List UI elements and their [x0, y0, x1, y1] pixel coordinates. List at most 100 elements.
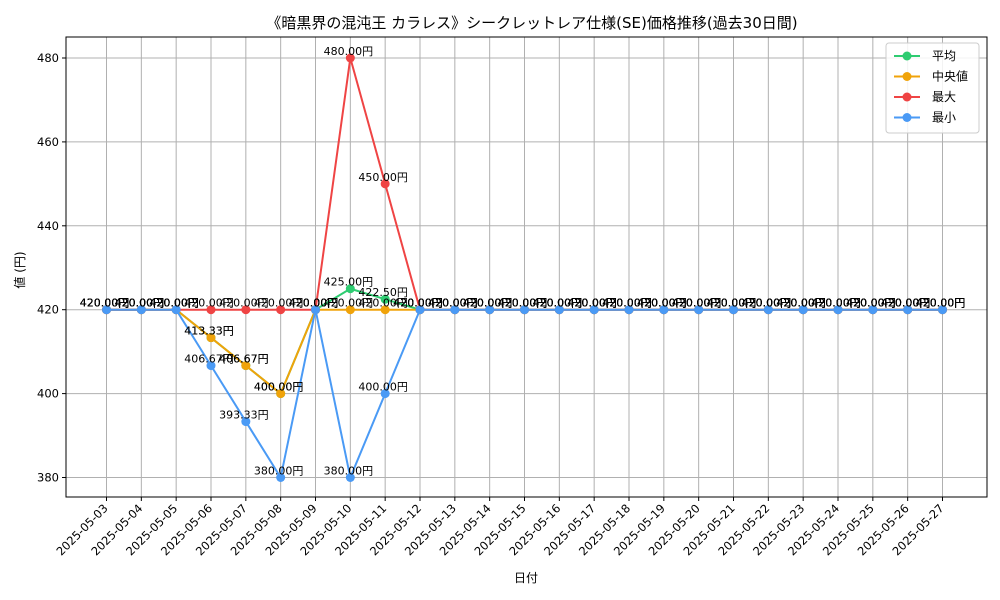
data-label: 420.00円 — [776, 297, 826, 310]
data-label: 420.00円 — [254, 297, 304, 310]
data-point — [206, 361, 216, 371]
data-label: 420.00円 — [707, 297, 757, 310]
data-label: 406.67円 — [219, 353, 269, 366]
data-label: 420.00円 — [637, 297, 687, 310]
data-point — [345, 305, 355, 315]
data-label: 420.00円 — [428, 297, 478, 310]
y-tick-label: 400 — [37, 387, 59, 401]
data-label: 420.00円 — [881, 297, 931, 310]
data-label: 420.00円 — [498, 297, 548, 310]
data-label: 420.00円 — [533, 297, 583, 310]
data-label: 380.00円 — [324, 465, 374, 478]
data-label: 420.00円 — [602, 297, 652, 310]
data-label: 420.00円 — [602, 297, 652, 310]
data-label: 420.00円 — [567, 297, 617, 310]
data-point — [311, 305, 320, 315]
data-point — [833, 305, 843, 315]
y-tick-label: 480 — [37, 51, 59, 65]
data-label: 420.00円 — [463, 297, 513, 310]
data-point — [276, 473, 286, 482]
data-point — [206, 333, 216, 343]
y-tick-label: 460 — [37, 135, 59, 149]
data-label: 400.00円 — [358, 381, 408, 394]
data-label: 420.00円 — [811, 297, 861, 310]
data-point — [136, 305, 146, 315]
data-label: 420.00円 — [324, 297, 374, 310]
data-point — [485, 305, 495, 315]
data-label: 420.00円 — [149, 297, 199, 310]
data-label: 420.00円 — [742, 297, 792, 310]
series-4 — [102, 305, 947, 482]
data-point — [380, 294, 390, 304]
data-label: 420.00円 — [463, 297, 513, 310]
data-label: 420.00円 — [707, 297, 757, 310]
data-label: 420.00円 — [149, 297, 199, 310]
data-label: 420.00円 — [881, 297, 931, 310]
data-label: 380.00円 — [254, 465, 304, 478]
data-label: 420.00円 — [776, 297, 826, 310]
series-group — [102, 53, 947, 482]
data-label: 420.00円 — [916, 297, 966, 310]
data-point — [903, 305, 913, 315]
data-point — [345, 284, 355, 294]
data-label: 480.00円 — [324, 45, 374, 58]
data-point — [102, 305, 111, 315]
legend-label: 最小 — [932, 111, 956, 125]
data-point — [729, 305, 738, 315]
data-label: 420.00円 — [393, 297, 443, 310]
data-point — [206, 305, 216, 315]
data-label: 420.00円 — [533, 297, 583, 310]
data-label: 420.00円 — [533, 297, 583, 310]
data-point — [171, 305, 181, 315]
data-point — [938, 305, 947, 315]
data-point — [380, 389, 390, 399]
data-label: 420.00円 — [637, 297, 687, 310]
data-label: 420.00円 — [463, 297, 513, 310]
data-label: 420.00円 — [811, 297, 861, 310]
data-label: 420.00円 — [115, 297, 165, 310]
legend-marker — [902, 92, 912, 102]
data-point — [659, 305, 669, 315]
data-label: 422.50円 — [358, 286, 408, 299]
data-label: 420.00円 — [393, 297, 443, 310]
data-label: 420.00円 — [149, 297, 199, 310]
data-point — [380, 179, 390, 189]
data-label: 393.33円 — [219, 409, 269, 422]
data-label: 400.00円 — [254, 381, 304, 394]
data-label: 420.00円 — [393, 297, 443, 310]
data-label: 420.00円 — [428, 297, 478, 310]
plot-frame — [65, 36, 988, 498]
data-label: 420.00円 — [916, 297, 966, 310]
data-label: 420.00円 — [672, 297, 722, 310]
data-label: 420.00円 — [776, 297, 826, 310]
data-point — [276, 305, 286, 315]
data-label: 420.00円 — [80, 297, 130, 310]
data-point — [345, 53, 355, 63]
legend-marker — [902, 51, 912, 61]
data-label: 420.00円 — [881, 297, 931, 310]
data-label: 420.00円 — [637, 297, 687, 310]
data-point — [380, 305, 390, 315]
data-label: 420.00円 — [498, 297, 548, 310]
data-label: 420.00円 — [428, 297, 478, 310]
y-tick-label: 440 — [37, 219, 59, 233]
data-label: 420.00円 — [115, 297, 165, 310]
legend-label: 平均 — [932, 49, 956, 63]
data-label: 420.00円 — [533, 297, 583, 310]
y-tick-label: 420 — [37, 303, 59, 317]
data-label: 420.00円 — [463, 297, 513, 310]
data-point — [554, 305, 564, 315]
data-label: 413.33円 — [184, 325, 234, 338]
data-point — [345, 473, 355, 482]
data-label: 420.00円 — [498, 297, 548, 310]
data-label: 420.00円 — [916, 297, 966, 310]
data-label: 406.67円 — [219, 353, 269, 366]
data-point — [241, 417, 251, 427]
data-label: 420.00円 — [672, 297, 722, 310]
data-label: 420.00円 — [289, 297, 339, 310]
data-label: 420.00円 — [602, 297, 652, 310]
data-label: 420.00円 — [742, 297, 792, 310]
data-label: 420.00円 — [289, 297, 339, 310]
